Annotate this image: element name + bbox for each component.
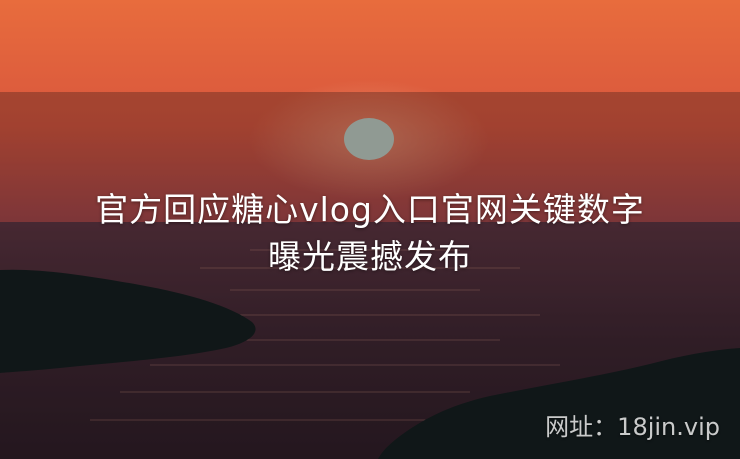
left-headland <box>0 269 256 373</box>
sun <box>344 118 394 160</box>
headline-line-2: 曝光震撼发布 <box>268 237 472 276</box>
headline-line-1: 官方回应糖心vlog入口官网关键数字 <box>95 190 645 229</box>
watermark: 网址：18jin.vip <box>545 413 720 441</box>
right-headland <box>378 348 740 459</box>
headline: 官方回应糖心vlog入口官网关键数字 曝光震撼发布 <box>20 186 720 280</box>
dark-overlay <box>0 92 740 459</box>
